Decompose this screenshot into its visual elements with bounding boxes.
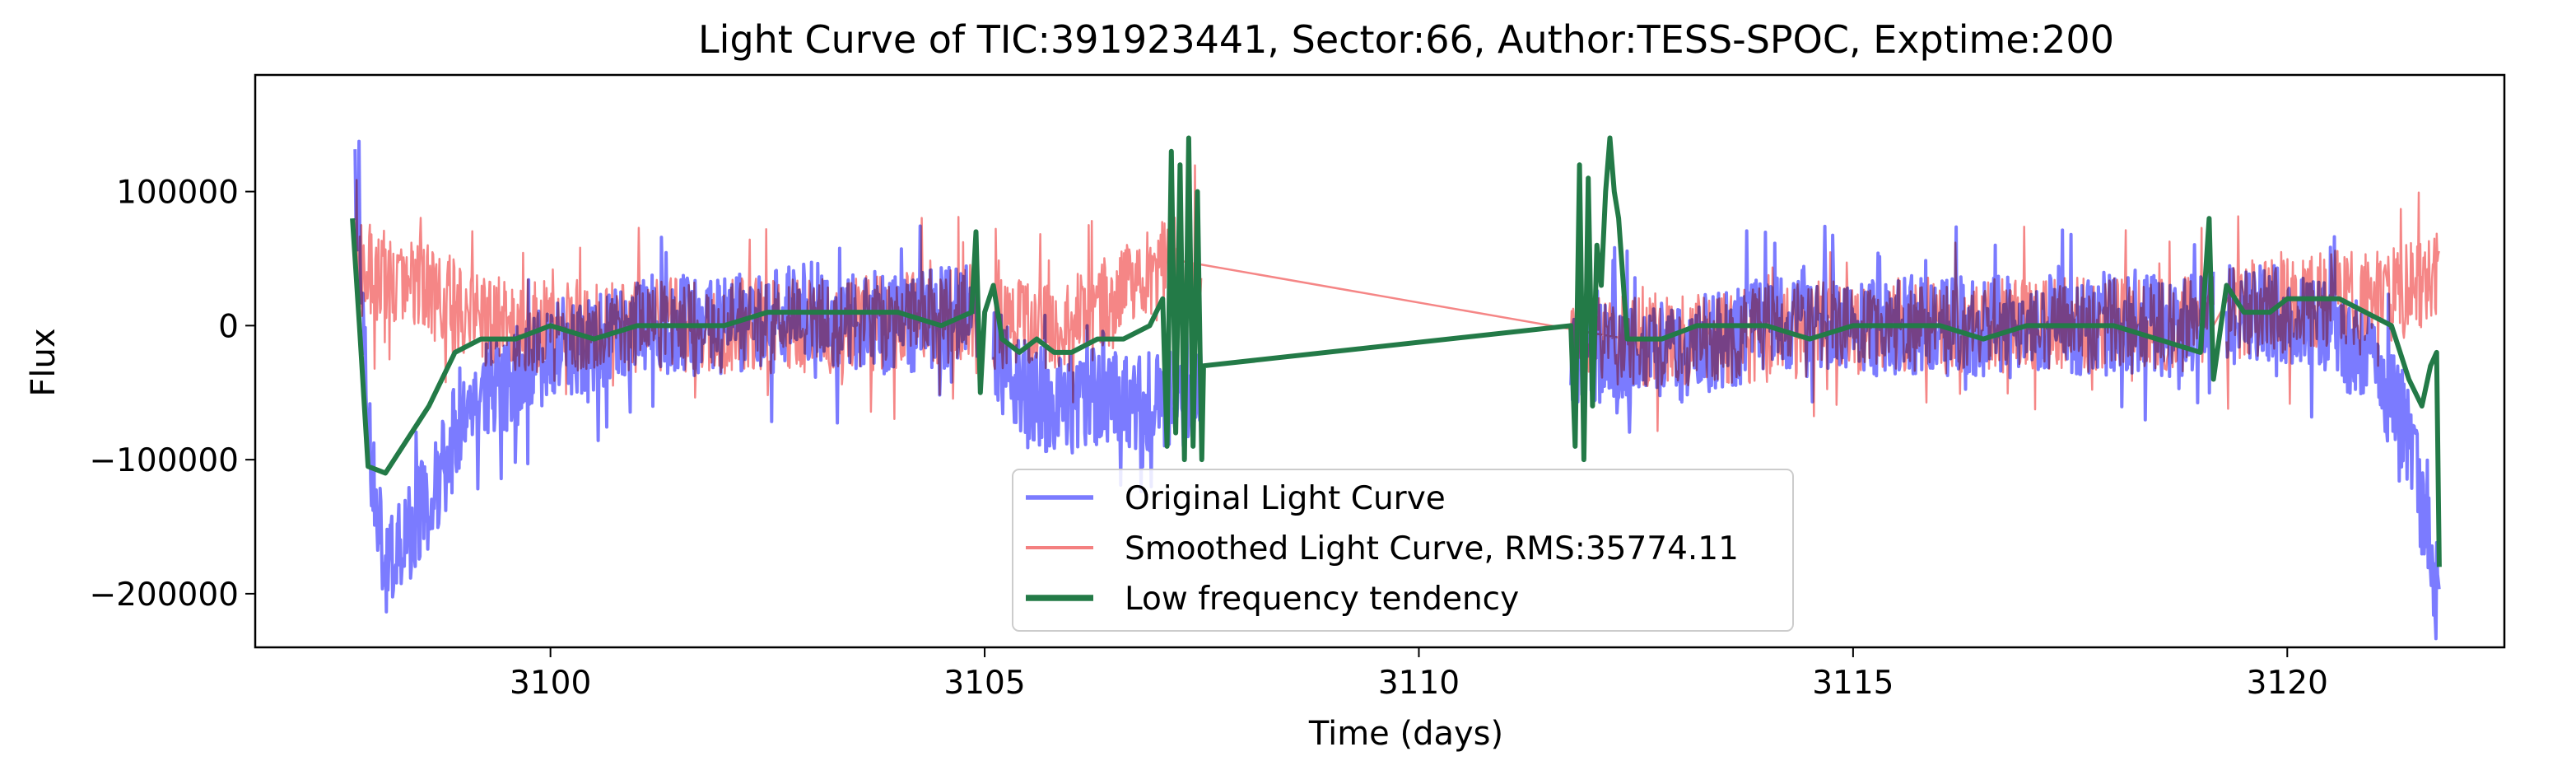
y-tick-label: −100000 <box>89 442 239 479</box>
x-tick-label: 3105 <box>943 665 1025 702</box>
y-axis-label: Flux <box>25 328 63 396</box>
legend-entry: Low frequency tendency <box>1125 581 1519 618</box>
y-tick-label: −200000 <box>89 577 239 614</box>
x-tick-label: 3100 <box>510 665 591 702</box>
x-tick-label: 3120 <box>2247 665 2328 702</box>
x-axis-label: Time (days) <box>1308 715 1503 753</box>
x-axis: 3100 3105 3110 3115 3120 <box>510 647 2328 702</box>
legend-box <box>1012 469 1794 632</box>
chart-title: Light Curve of TIC:391923441, Sector:66,… <box>698 17 2114 62</box>
legend-entry: Smoothed Light Curve, RMS:35774.11 <box>1125 530 1739 567</box>
x-tick-label: 3110 <box>1378 665 1460 702</box>
series-line-1 <box>353 139 2441 641</box>
series-line-2 <box>354 164 2440 432</box>
series-line-3 <box>350 135 2442 567</box>
series-layer <box>350 135 2442 641</box>
legend-entry: Original Light Curve <box>1125 480 1446 517</box>
plot-frame <box>254 73 2506 649</box>
y-tick-label: 0 <box>218 308 239 345</box>
x-tick-label: 3115 <box>1812 665 1894 702</box>
y-tick-label: 100000 <box>116 175 239 212</box>
legend: Original Light Curve Smoothed Light Curve… <box>1012 469 1794 632</box>
y-axis: 100000 0 −100000 −200000 <box>89 175 255 614</box>
